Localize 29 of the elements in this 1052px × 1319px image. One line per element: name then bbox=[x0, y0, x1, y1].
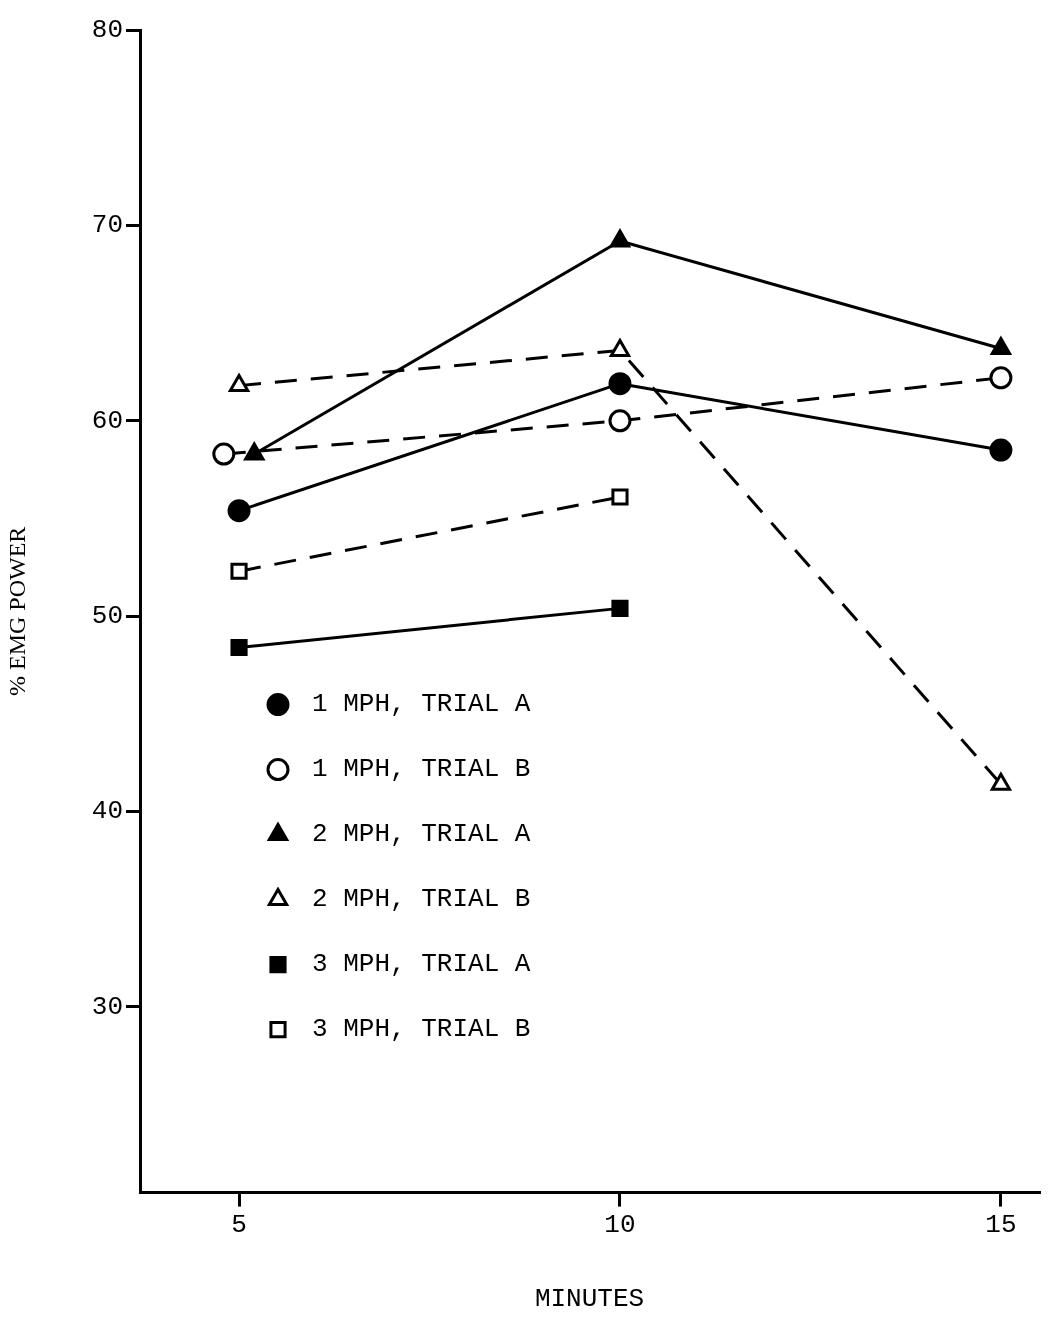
legend-label: 2 MPH, TRIAL B bbox=[312, 884, 531, 915]
point bbox=[608, 372, 632, 396]
y-tick-label: 80 bbox=[91, 14, 123, 45]
y-tick-label: 30 bbox=[91, 991, 123, 1022]
point bbox=[611, 599, 629, 617]
point bbox=[989, 438, 1013, 462]
y-axis-title: % EMG POWER bbox=[3, 526, 30, 696]
point bbox=[212, 442, 236, 466]
point bbox=[230, 638, 248, 657]
x-tick-label: 15 bbox=[985, 1210, 1017, 1241]
point bbox=[989, 366, 1013, 390]
point bbox=[227, 499, 251, 523]
point bbox=[228, 374, 250, 393]
x-tick-label: 5 bbox=[231, 1210, 247, 1241]
x-axis-title: MINUTES bbox=[534, 1284, 645, 1315]
legend-label: 2 MPH, TRIAL A bbox=[312, 819, 531, 850]
y-tick-label: 60 bbox=[91, 405, 123, 436]
legend-label: 3 MPH, TRIAL B bbox=[312, 1014, 531, 1045]
x-tick-label: 10 bbox=[604, 1210, 636, 1241]
point bbox=[608, 409, 632, 433]
legend-label: 1 MPH, TRIAL A bbox=[312, 689, 531, 720]
y-tick-label: 70 bbox=[91, 210, 123, 241]
point bbox=[611, 488, 629, 506]
point bbox=[609, 229, 631, 248]
legend-label: 1 MPH, TRIAL B bbox=[312, 754, 531, 785]
y-tick-label: 40 bbox=[91, 796, 123, 827]
point bbox=[230, 562, 248, 580]
legend-label: 3 MPH, TRIAL A bbox=[312, 949, 531, 980]
y-tick-label: 50 bbox=[91, 601, 123, 632]
